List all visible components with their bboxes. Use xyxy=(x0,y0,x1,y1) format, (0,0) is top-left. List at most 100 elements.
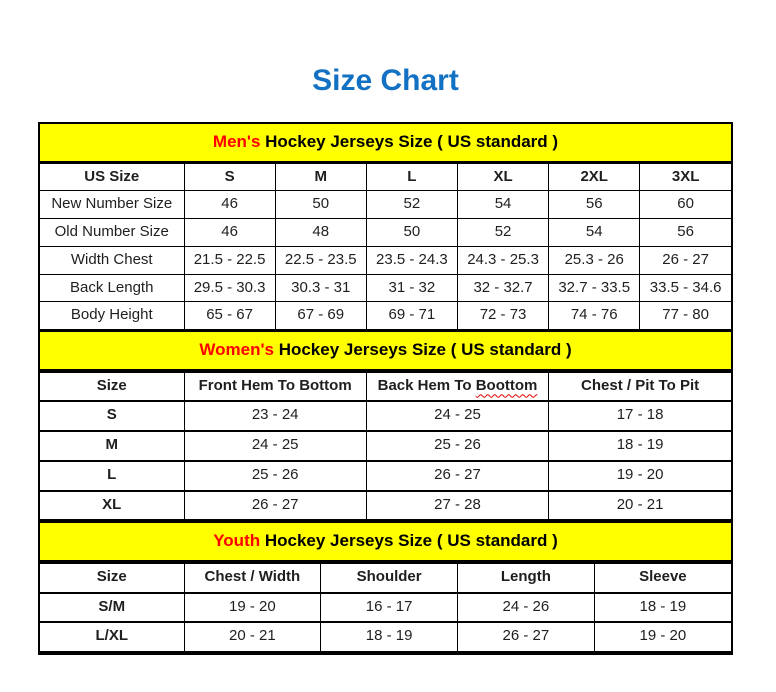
youth-column-header: Length xyxy=(457,561,595,594)
mens-row-label: Old Number Size xyxy=(40,218,185,247)
cell-value: 18 - 19 xyxy=(548,430,731,462)
cell-value: 50 xyxy=(365,218,458,247)
cell-value: 60 xyxy=(639,190,731,220)
mens-row-label: Back Length xyxy=(40,273,185,303)
womens-table-row: M 24 - 25 25 - 26 18 - 19 xyxy=(40,430,731,462)
cell-value: 52 xyxy=(456,218,550,247)
size-chart: Men's Hockey Jerseys Size ( US standard … xyxy=(38,122,733,656)
mens-row-label: Width Chest xyxy=(40,245,185,275)
youth-band: Youth Hockey Jerseys Size ( US standard … xyxy=(40,521,731,562)
cell-value: 46 xyxy=(183,218,276,247)
cell-value: 25 - 26 xyxy=(365,430,550,462)
youth-table: Size Chest / Width Shoulder Length Sleeve S/… xyxy=(40,561,731,654)
cell-value: 26 - 27 xyxy=(365,459,550,492)
cell-value: 19 - 20 xyxy=(593,621,731,654)
womens-row-label: L xyxy=(40,459,185,492)
page-title: Size Chart xyxy=(312,64,459,97)
mens-column-header: M xyxy=(274,162,367,192)
cell-value: 74 - 76 xyxy=(548,301,641,331)
cell-value: 24 - 25 xyxy=(365,400,550,433)
cell-value: 54 xyxy=(548,218,641,247)
cell-value: 19 - 20 xyxy=(183,591,322,624)
cell-value: 31 - 32 xyxy=(365,273,458,303)
youth-column-header: Shoulder xyxy=(320,561,458,594)
cell-value: 46 xyxy=(183,190,276,220)
youth-table-row: L/XL 20 - 21 18 - 19 26 - 27 19 - 20 xyxy=(40,621,731,654)
womens-section: Women's Hockey Jerseys Size ( US standar… xyxy=(40,330,731,522)
cell-value: 56 xyxy=(639,218,731,247)
cell-value: 72 - 73 xyxy=(456,301,550,331)
mens-table-row: Width Chest 21.5 - 22.5 22.5 - 23.5 23.5 - … xyxy=(40,245,731,275)
womens-header-row: Size Front Hem To Bottom Back Hem To Boott… xyxy=(40,370,731,403)
youth-header-row: Size Chest / Width Shoulder Length Sleeve xyxy=(40,561,731,594)
youth-row-label: L/XL xyxy=(40,621,185,654)
mens-column-header: 3XL xyxy=(639,162,731,192)
mens-column-header: S xyxy=(183,162,276,192)
cell-value: 33.5 - 34.6 xyxy=(639,273,731,303)
womens-column-header: Back Hem To Boottom xyxy=(365,370,550,403)
womens-table: Size Front Hem To Bottom Back Hem To Boott… xyxy=(40,370,731,522)
mens-table-row: New Number Size 46 50 52 54 56 60 xyxy=(40,190,731,220)
mens-column-header: US Size xyxy=(40,162,185,192)
cell-value: 56 xyxy=(548,190,641,220)
cell-value: 26 - 27 xyxy=(457,621,595,654)
cell-value: 52 xyxy=(365,190,458,220)
cell-value: 32.7 - 33.5 xyxy=(548,273,641,303)
mens-column-header: 2XL xyxy=(548,162,641,192)
cell-value: 48 xyxy=(274,218,367,247)
mens-band: Men's Hockey Jerseys Size ( US standard … xyxy=(40,124,731,163)
mens-row-label: Body Height xyxy=(40,301,185,331)
cell-value: 22.5 - 23.5 xyxy=(274,245,367,275)
womens-row-label: S xyxy=(40,400,185,433)
cell-value: 20 - 21 xyxy=(183,621,322,654)
mens-table-row: Body Height 65 - 67 67 - 69 69 - 71 72 - 73 7… xyxy=(40,301,731,331)
cell-value: 65 - 67 xyxy=(183,301,276,331)
womens-band-text: Hockey Jerseys Size ( US standard ) xyxy=(273,340,572,360)
cell-value: 24.3 - 25.3 xyxy=(456,245,550,275)
cell-value: 19 - 20 xyxy=(548,459,731,492)
cell-value: 30.3 - 31 xyxy=(274,273,367,303)
mens-section: Men's Hockey Jerseys Size ( US standard … xyxy=(40,124,731,331)
womens-band-category: Women's xyxy=(199,340,274,360)
cell-value: 77 - 80 xyxy=(639,301,731,331)
womens-table-row: L 25 - 26 26 - 27 19 - 20 xyxy=(40,459,731,492)
header-text: Back Hem To xyxy=(377,376,476,394)
cell-value: 16 - 17 xyxy=(320,591,458,624)
womens-row-label: M xyxy=(40,430,185,462)
mens-column-header: L xyxy=(365,162,458,192)
womens-table-row: S 23 - 24 24 - 25 17 - 18 xyxy=(40,400,731,433)
mens-table: US Size S M L XL 2XL 3XL New Number Size 46 50 52… xyxy=(40,162,731,331)
youth-column-header: Sleeve xyxy=(593,561,731,594)
cell-value: 32 - 32.7 xyxy=(456,273,550,303)
youth-column-header: Chest / Width xyxy=(183,561,322,594)
youth-table-row: S/M 19 - 20 16 - 17 24 - 26 18 - 19 xyxy=(40,591,731,624)
cell-value: 50 xyxy=(274,190,367,220)
womens-table-row: XL 26 - 27 27 - 28 20 - 21 xyxy=(40,489,731,522)
youth-row-label: S/M xyxy=(40,591,185,624)
misspelled-word: Boottom xyxy=(475,376,538,394)
mens-header-row: US Size S M L XL 2XL 3XL xyxy=(40,162,731,192)
youth-section: Youth Hockey Jerseys Size ( US standard … xyxy=(40,521,731,654)
youth-column-header: Size xyxy=(40,561,185,594)
cell-value: 26 - 27 xyxy=(183,489,367,522)
youth-band-text: Hockey Jerseys Size ( US standard ) xyxy=(260,531,558,551)
womens-column-header: Front Hem To Bottom xyxy=(183,370,367,403)
cell-value: 17 - 18 xyxy=(548,400,731,433)
mens-band-text: Hockey Jerseys Size ( US standard ) xyxy=(260,132,559,151)
womens-band: Women's Hockey Jerseys Size ( US standar… xyxy=(40,330,731,371)
cell-value: 23.5 - 24.3 xyxy=(365,245,458,275)
womens-column-header: Size xyxy=(40,370,185,403)
cell-value: 24 - 25 xyxy=(183,430,367,462)
cell-value: 21.5 - 22.5 xyxy=(183,245,276,275)
cell-value: 25 - 26 xyxy=(183,459,367,492)
cell-value: 20 - 21 xyxy=(548,489,731,522)
cell-value: 67 - 69 xyxy=(274,301,367,331)
cell-value: 26 - 27 xyxy=(639,245,731,275)
cell-value: 54 xyxy=(456,190,550,220)
cell-value: 23 - 24 xyxy=(183,400,367,433)
mens-column-header: XL xyxy=(456,162,550,192)
youth-band-category: Youth xyxy=(213,531,261,551)
cell-value: 25.3 - 26 xyxy=(548,245,641,275)
cell-value: 18 - 19 xyxy=(320,621,458,654)
womens-row-label: XL xyxy=(40,489,185,522)
